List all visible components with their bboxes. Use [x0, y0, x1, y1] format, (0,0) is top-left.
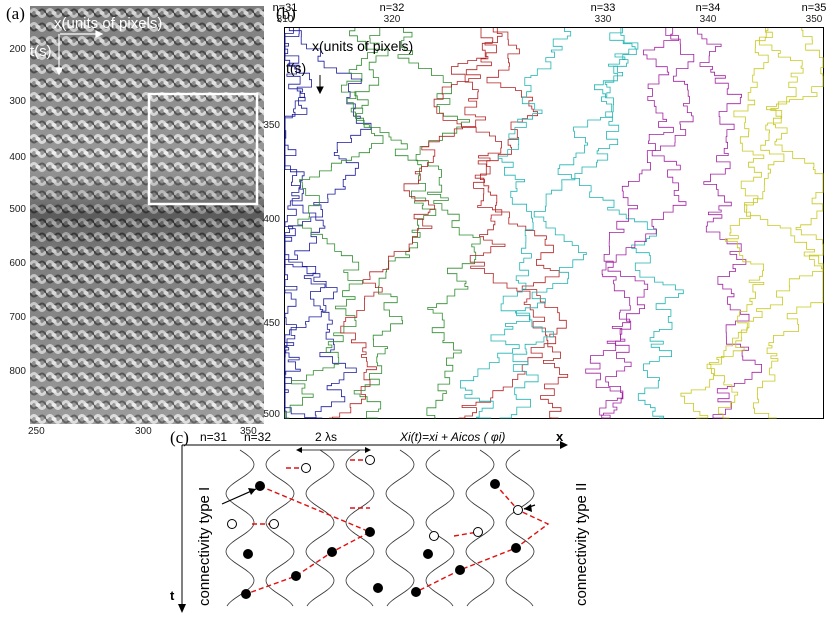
trajectory-trace [585, 28, 695, 419]
open-node [227, 519, 237, 529]
b-ytick: 400 [263, 214, 280, 225]
c-lambda-label: 2 λs [315, 430, 337, 444]
trajectory-trace [284, 28, 372, 419]
filled-node [255, 481, 265, 491]
panel-a-label: (a) [6, 4, 25, 23]
a-ytick: 400 [9, 152, 26, 163]
open-node [473, 527, 483, 537]
phase-wave [505, 449, 535, 607]
b-top-v: 330 [594, 14, 612, 25]
panel-b-label: (b) [276, 4, 296, 23]
b-ytick: 450 [263, 318, 280, 329]
a-ytick: 700 [9, 312, 26, 323]
panel-a-x-axis-label: x(units of pixels) [54, 15, 162, 32]
b-top-n: n=34 [695, 2, 721, 14]
panel-b-plot: x(units of pixels) t(s) [284, 27, 824, 419]
a-ytick: 300 [9, 96, 26, 107]
filled-node [241, 589, 251, 599]
trajectory-trace [680, 28, 804, 419]
c-n-label: n=32 [244, 430, 271, 444]
filled-node [243, 549, 253, 559]
b-top-v: 340 [699, 14, 717, 25]
open-node [365, 455, 375, 465]
trajectory-trace [497, 28, 572, 419]
phase-wave [305, 449, 335, 607]
panel-c-label: (c) [170, 428, 189, 447]
b-top-n: n=35 [801, 2, 827, 14]
b-top-v: 310 [276, 14, 294, 25]
filled-node [411, 587, 421, 597]
connectivity-link [415, 483, 550, 593]
open-node [513, 505, 523, 515]
connectivity-diagram: n=31 n=32 2 λs Xi(t)=xi + Aicos ( φi) x … [170, 429, 590, 613]
a-ytick: 600 [9, 258, 26, 269]
filled-node [365, 527, 375, 537]
filled-node [490, 479, 500, 489]
a-ytick: 200 [9, 44, 26, 55]
trajectory-trace [284, 28, 338, 419]
trajectory-plot: x(units of pixels) t(s) [284, 27, 824, 419]
trajectory-trace [469, 28, 569, 419]
phase-wave [425, 449, 455, 607]
panel-b-t-axis-label: t(s) [286, 60, 306, 76]
b-top-n: n=31 [272, 2, 298, 14]
trajectory-trace [733, 28, 824, 419]
trajectory-trace [599, 28, 679, 419]
panel-a-image: x(units of pixels) t(s) [30, 6, 264, 424]
b-top-v: 350 [805, 14, 823, 25]
b-top-v: 320 [383, 14, 401, 25]
phase-wave [465, 449, 495, 607]
trajectory-trace [697, 28, 762, 419]
kymograph-image: x(units of pixels) t(s) [30, 6, 264, 424]
b-ytick: 350 [263, 120, 280, 131]
trajectory-trace [284, 28, 326, 419]
a-xtick: 250 [28, 426, 45, 437]
connectivity-link [245, 485, 372, 595]
trajectory-trace [460, 28, 639, 419]
panel-c-diagram: n=31 n=32 2 λs Xi(t)=xi + Aicos ( φi) x … [160, 428, 600, 615]
trajectory-trace [350, 28, 437, 419]
a-xtick: 350 [240, 426, 257, 437]
b-ytick: 500 [263, 409, 280, 420]
open-node [301, 463, 311, 473]
open-node [429, 531, 439, 541]
a-ytick: 800 [9, 366, 26, 377]
trajectory-trace [397, 28, 481, 419]
c-connectivity-type-1: connectivity type I [196, 487, 213, 606]
trajectory-trace [709, 28, 824, 419]
phase-wave [225, 449, 255, 607]
trajectory-trace [433, 28, 567, 419]
b-top-n: n=33 [590, 2, 616, 14]
filled-node [373, 583, 383, 593]
filled-node [511, 543, 521, 553]
b-top-n: n=32 [379, 2, 405, 14]
c-n-label: n=31 [200, 430, 227, 444]
filled-node [291, 571, 301, 581]
a-xtick: 300 [135, 426, 152, 437]
phase-wave [345, 449, 375, 607]
c-equation: Xi(t)=xi + Aicos ( φi) [399, 430, 505, 444]
zoom-box [147, 92, 259, 206]
a-ytick: 500 [9, 204, 26, 215]
open-node [269, 519, 279, 529]
phase-wave [265, 449, 295, 607]
trajectory-trace [329, 28, 503, 419]
trajectory-trace [284, 28, 384, 419]
phase-wave [385, 449, 415, 607]
panel-b-x-axis-label: x(units of pixels) [312, 38, 413, 54]
filled-node [327, 547, 337, 557]
c-x-label: x [556, 429, 564, 444]
panel-a-t-axis-label: t(s) [30, 43, 52, 60]
filled-node [423, 549, 433, 559]
c-t-label: t [170, 588, 175, 603]
filled-node [455, 565, 465, 575]
c-connectivity-type-2: connectivity type II [573, 483, 590, 606]
